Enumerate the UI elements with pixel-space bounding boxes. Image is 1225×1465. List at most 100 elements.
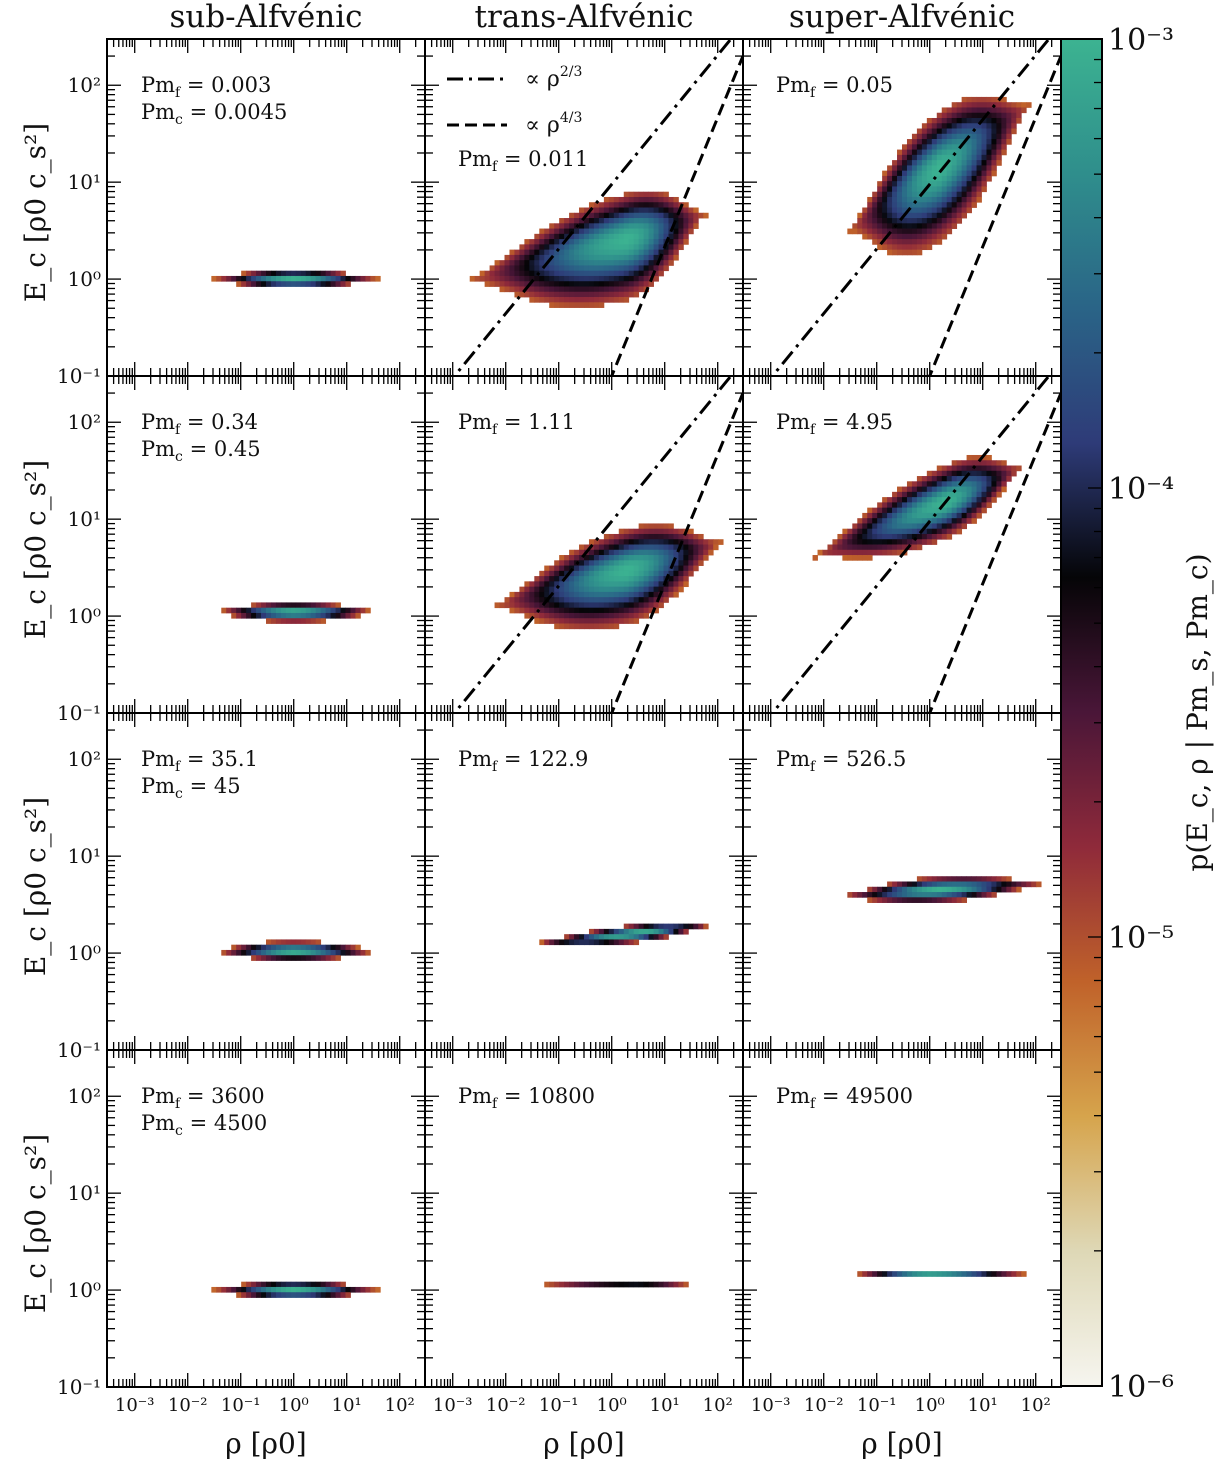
density-cell (926, 897, 933, 903)
density-cell (509, 597, 515, 603)
density-cell (270, 602, 277, 609)
density-cell (966, 497, 972, 503)
density-cell (911, 897, 918, 903)
density-cell (996, 112, 1002, 119)
density-cell (648, 560, 654, 566)
density-cell (941, 897, 948, 903)
density-cell (946, 128, 953, 135)
density-cell (643, 544, 649, 551)
density-cell (668, 533, 674, 540)
density-cell (524, 281, 530, 287)
density-cell (916, 523, 923, 530)
density-cell (698, 544, 704, 551)
density-cell (643, 576, 649, 582)
density-cell (683, 560, 689, 566)
density-cell (295, 281, 302, 287)
annotation-pmf: Pmf = 1.11 (458, 410, 575, 438)
density-cell (330, 955, 336, 961)
density-cell (285, 1292, 292, 1298)
density-cell (534, 297, 540, 303)
density-cell (926, 491, 933, 498)
density-cell (554, 233, 560, 240)
density-cell (588, 565, 595, 572)
density-cell (658, 533, 664, 540)
density-cell (971, 149, 977, 156)
density-cell (653, 549, 659, 556)
density-cell (916, 239, 923, 245)
density-cell (529, 249, 535, 256)
density-cell (1001, 128, 1007, 135)
density-cell (603, 612, 610, 619)
density-cell (906, 886, 913, 893)
density-cell (887, 175, 893, 182)
density-cell (926, 144, 933, 150)
density-cell (897, 892, 903, 898)
density-cell (986, 465, 992, 472)
density-cell (867, 207, 873, 214)
density-cell (598, 549, 605, 556)
annotation-pmc: Pmc = 45 (141, 774, 241, 802)
density-cell (216, 275, 222, 282)
density-cell (608, 265, 615, 272)
density-cell (902, 897, 908, 903)
density-cell (971, 123, 977, 129)
density-cell (956, 518, 963, 524)
density-cell (345, 612, 351, 619)
density-cell (872, 239, 878, 245)
density-cell (266, 1281, 272, 1288)
y-tick-label: 10¹ (68, 1181, 101, 1205)
heatmap (544, 1281, 689, 1288)
density-cell (936, 212, 943, 219)
density-cell (340, 270, 346, 277)
density-cell (633, 560, 640, 566)
density-cell (598, 544, 605, 551)
density-cell (579, 218, 585, 224)
density-cell (643, 523, 649, 530)
density-cell (593, 560, 600, 566)
density-cell (608, 612, 615, 619)
density-cell (951, 518, 958, 524)
density-cell (956, 502, 963, 509)
density-cell (559, 297, 565, 303)
density-cell (906, 175, 913, 182)
density-cell (280, 1292, 287, 1298)
density-cell (643, 223, 649, 229)
density-cell (618, 218, 625, 224)
density-cell (887, 502, 893, 509)
density-cell (678, 555, 684, 561)
density-cell (275, 607, 282, 614)
density-cell (961, 512, 967, 519)
density-cell (598, 218, 605, 224)
x-tick-label: 10² (385, 1395, 415, 1416)
density-cell (633, 528, 640, 535)
density-cell (300, 281, 307, 287)
density-cell (882, 897, 888, 903)
density-cell (683, 533, 689, 540)
density-cell (588, 223, 595, 229)
density-cell (986, 881, 992, 888)
density-cell (608, 254, 615, 261)
density-cell (638, 244, 645, 251)
density-cell (593, 939, 600, 946)
density-cell (902, 539, 908, 545)
density-cell (658, 196, 664, 203)
density-cell (588, 612, 595, 619)
density-cell (991, 886, 997, 893)
density-cell (673, 1281, 679, 1288)
density-cell (926, 196, 933, 203)
density-cell (931, 228, 938, 235)
density-cell (887, 165, 893, 172)
density-cell (673, 528, 679, 535)
density-cell (1006, 123, 1012, 129)
density-cell (936, 186, 943, 193)
density-cell (713, 539, 719, 545)
density-cell (529, 597, 535, 603)
panel-r2c3: Pmf = 4.95 (742, 375, 1062, 714)
density-cell (325, 1286, 331, 1293)
density-cell (588, 265, 595, 272)
density-cell (350, 275, 356, 282)
density-cell (628, 560, 635, 566)
density-cell (1021, 1271, 1027, 1277)
density-cell (926, 218, 933, 224)
density-cell (1011, 107, 1017, 114)
